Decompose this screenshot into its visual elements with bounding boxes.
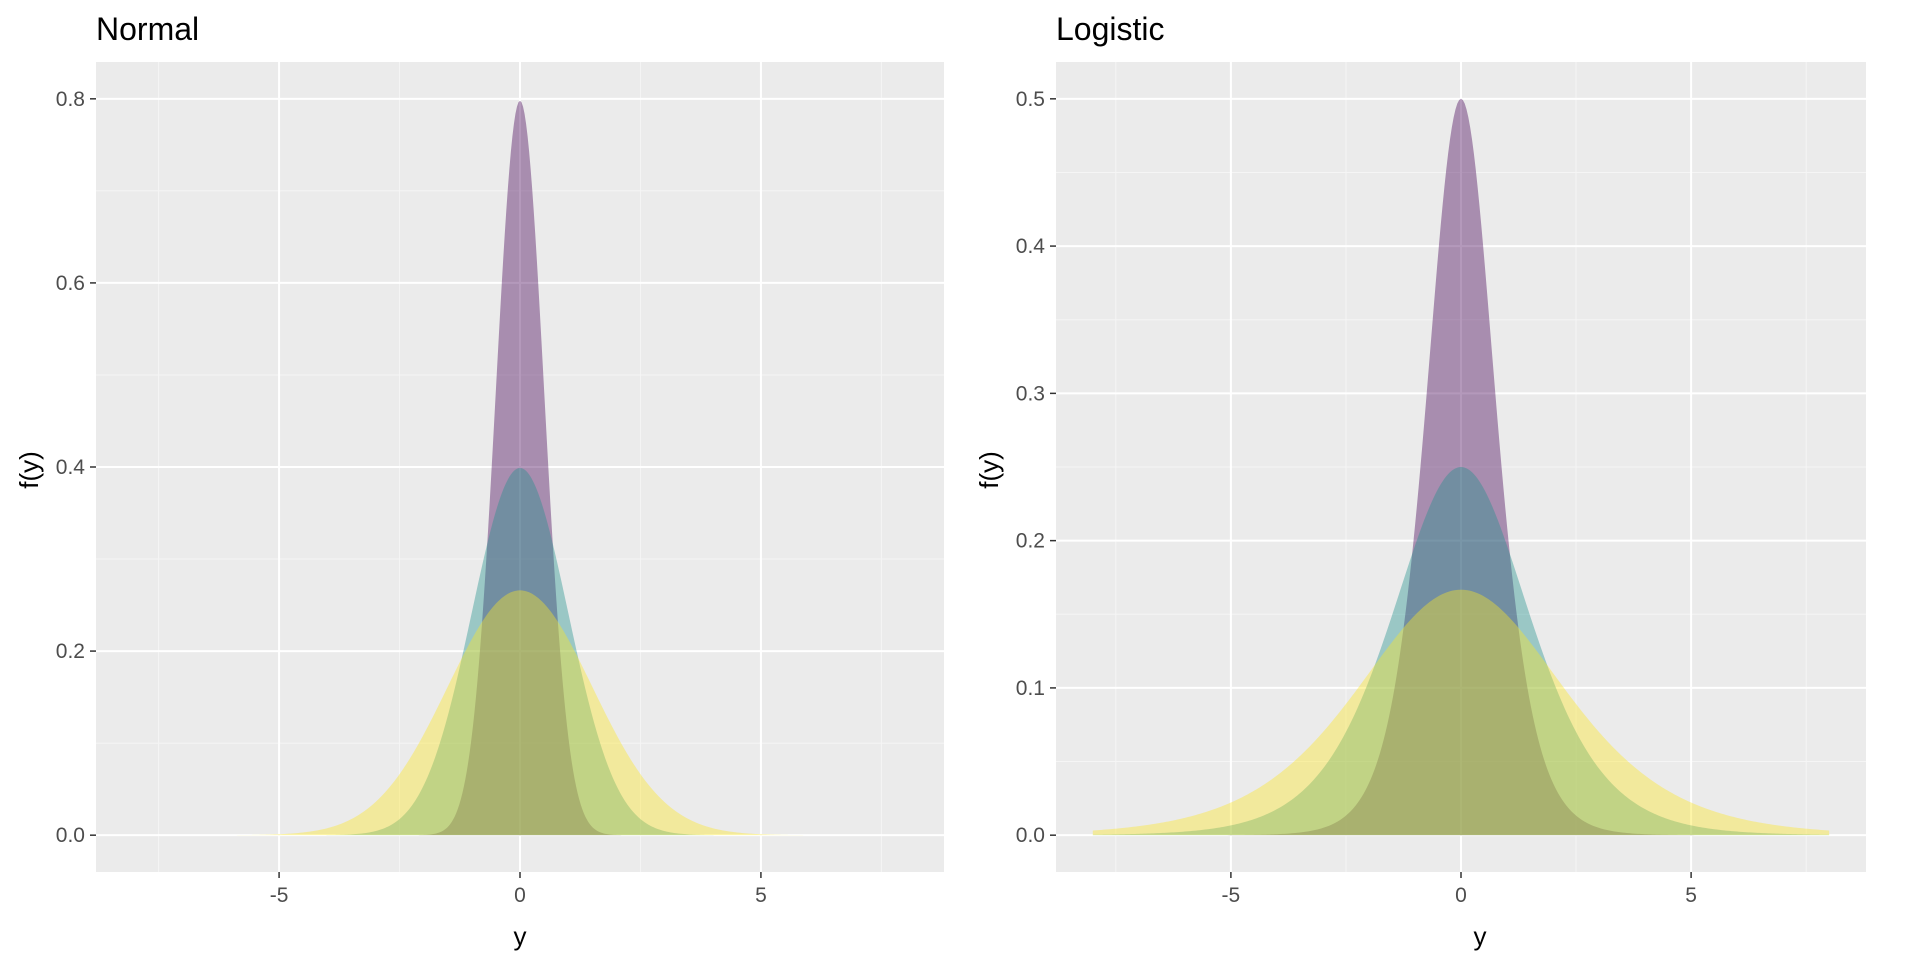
x-tick-label: 0 [514, 884, 526, 907]
plot-area: -5 0 5 0.0 0.2 0.4 0.6 0.8 [56, 62, 944, 907]
y-tick-label: 0.5 [1016, 88, 1045, 111]
y-tick-label: 0.2 [56, 640, 85, 663]
y-tick-label: 0.4 [1016, 235, 1046, 258]
y-axis-title: f(y) [974, 451, 1004, 489]
y-axis-title: f(y) [14, 451, 44, 489]
density-area-series-2 [216, 467, 824, 836]
y-tick-label: 0.3 [1016, 382, 1045, 405]
density-area-series-2 [1092, 467, 1830, 836]
plot-area: -5 0 5 0.0 0.1 0.2 0.3 0.4 0.5 [1016, 62, 1866, 907]
y-tick-label: 0.4 [56, 456, 86, 479]
x-tick-label: 0 [1455, 884, 1467, 907]
x-tick-label: 5 [1685, 884, 1697, 907]
x-tick-label: -5 [270, 884, 289, 907]
density-area-series-3 [1092, 589, 1830, 836]
y-tick-label: 0.0 [1016, 824, 1045, 847]
y-tick-label: 0.2 [1016, 530, 1045, 553]
panel-title: Logistic [1056, 11, 1165, 47]
density-area-series-1 [1092, 98, 1830, 836]
y-tick-label: 0.0 [56, 824, 85, 847]
normal-density-panel: -5 0 5 0.0 0.2 0.4 0.6 0.8 Normal y f(y) [14, 11, 944, 951]
x-axis-title: y [514, 921, 527, 951]
logistic-density-panel: -5 0 5 0.0 0.1 0.2 0.3 0.4 0.5 Logistic y f(y) [974, 11, 1866, 951]
panel-title: Normal [96, 11, 199, 47]
y-tick-label: 0.1 [1016, 677, 1045, 700]
y-tick-label: 0.8 [56, 88, 85, 111]
x-axis-title: y [1474, 921, 1487, 951]
y-tick-label: 0.6 [56, 272, 85, 295]
density-area-series-1 [216, 100, 824, 836]
x-tick-label: 5 [755, 884, 767, 907]
x-tick-label: -5 [1222, 884, 1241, 907]
density-area-series-3 [216, 590, 824, 836]
